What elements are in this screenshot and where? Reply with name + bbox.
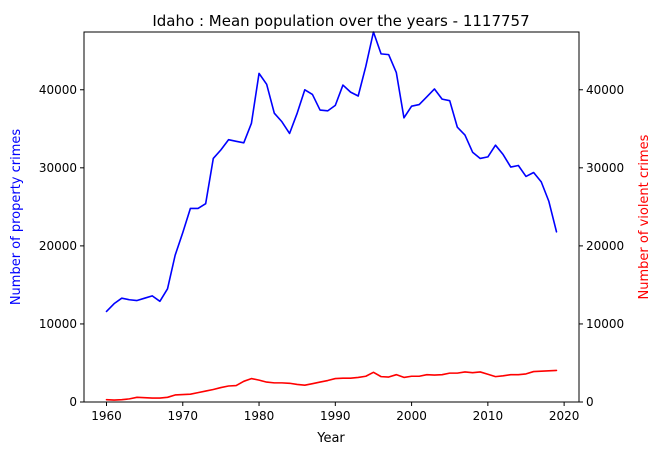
y-left-tick-label: 30000: [39, 161, 77, 175]
y-left-tick-label: 40000: [39, 83, 77, 97]
y-axis-left: 0 10000 20000 30000 40000: [39, 83, 84, 409]
series-layer: [105, 31, 558, 401]
x-tick-label: 2010: [473, 409, 504, 423]
x-tick-label: 1980: [244, 409, 275, 423]
x-axis: 1960 1970 1980 1990 2000 2010 2020: [91, 402, 579, 423]
y-left-tick-label: 10000: [39, 317, 77, 331]
x-axis-label: Year: [316, 431, 345, 446]
y-right-tick-label: 0: [586, 395, 594, 409]
x-tick-label: 2000: [396, 409, 427, 423]
y-left-tick-label: 0: [69, 395, 77, 409]
x-tick-label: 2020: [549, 409, 580, 423]
y-right-tick-label: 30000: [586, 161, 624, 175]
y-right-tick-label: 10000: [586, 317, 624, 331]
chart-title: Idaho : Mean population over the years -…: [152, 12, 529, 30]
plot-frame: [83, 31, 580, 403]
series-line-violent-crimes: [105, 369, 558, 401]
y-right-tick-label: 40000: [586, 83, 624, 97]
y-axis-right: 0 10000 20000 30000 40000: [579, 83, 624, 409]
x-tick-label: 1990: [320, 409, 351, 423]
y-right-tick-label: 20000: [586, 239, 624, 253]
y-axis-right-label: Number of violent crimes: [637, 134, 652, 299]
y-axis-left-label: Number of property crimes: [9, 129, 24, 306]
series-line-property-crimes: [105, 31, 558, 313]
x-tick-label: 1960: [91, 409, 122, 423]
x-tick-label: 1970: [167, 409, 198, 423]
y-left-tick-label: 20000: [39, 239, 77, 253]
